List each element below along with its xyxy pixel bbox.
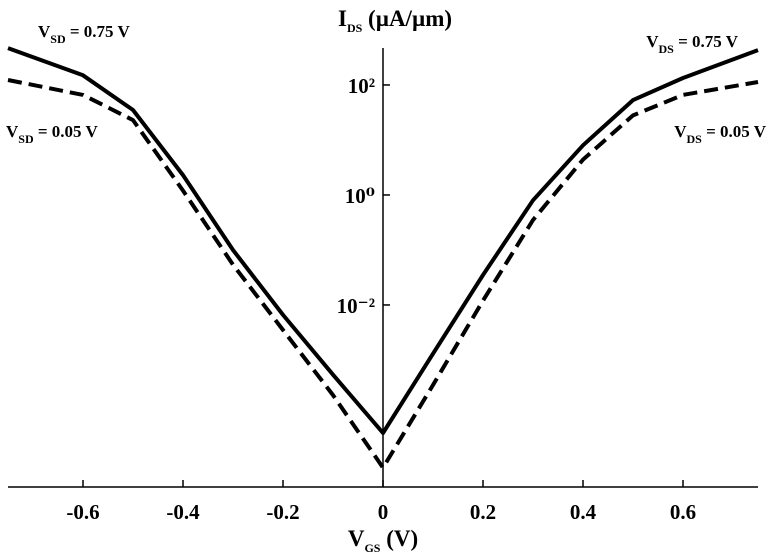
chart-title-sub: DS xyxy=(347,21,363,35)
line-series xyxy=(7,78,759,470)
annotation-sub: DS xyxy=(658,42,674,56)
annotation: VDS = 0.05 V xyxy=(674,122,767,146)
x-tick-label: -0.4 xyxy=(166,500,200,524)
annotation-sub: SD xyxy=(50,32,66,46)
x-tick-label: 0.6 xyxy=(670,500,696,524)
x-axis-label-rest: (V) xyxy=(380,526,418,551)
annotation: VSD = 0.05 V xyxy=(6,122,99,146)
x-tick-label: -0.2 xyxy=(266,500,299,524)
y-tick-label: 10⁰ xyxy=(345,184,375,208)
annotation-main: V xyxy=(646,32,659,51)
annotation-main: V xyxy=(674,122,687,141)
annotation-sub: SD xyxy=(18,132,34,146)
annotation-rest: = 0.05 V xyxy=(702,122,767,141)
x-tick-label: 0 xyxy=(378,500,389,524)
x-tick-label: 0.4 xyxy=(570,500,597,524)
annotation-main: V xyxy=(6,122,19,141)
x-tick-label: -0.6 xyxy=(66,500,99,524)
annotation-sub: DS xyxy=(686,132,702,146)
chart-title-rest: (µA/µm) xyxy=(362,6,452,31)
x-tick-label: 0.2 xyxy=(470,500,496,524)
annotation-rest: = 0.75 V xyxy=(674,32,739,51)
y-tick-label: 10⁻² xyxy=(337,294,375,318)
y-tick-label: 10² xyxy=(348,74,375,98)
chart-title: IDS (µA/µm) xyxy=(338,6,452,35)
annotation-rest: = 0.05 V xyxy=(34,122,99,141)
annotation: VDS = 0.75 V xyxy=(646,32,739,56)
x-axis-label-sub: GS xyxy=(364,541,380,555)
x-axis-label-main: V xyxy=(348,526,365,551)
line-series xyxy=(7,46,759,435)
x-axis-label: VGS (V) xyxy=(348,526,418,555)
annotation-rest: = 0.75 V xyxy=(66,22,131,41)
chart-title-main: I xyxy=(338,6,347,31)
annotation-main: V xyxy=(38,22,51,41)
annotation: VSD = 0.75 V xyxy=(38,22,131,46)
